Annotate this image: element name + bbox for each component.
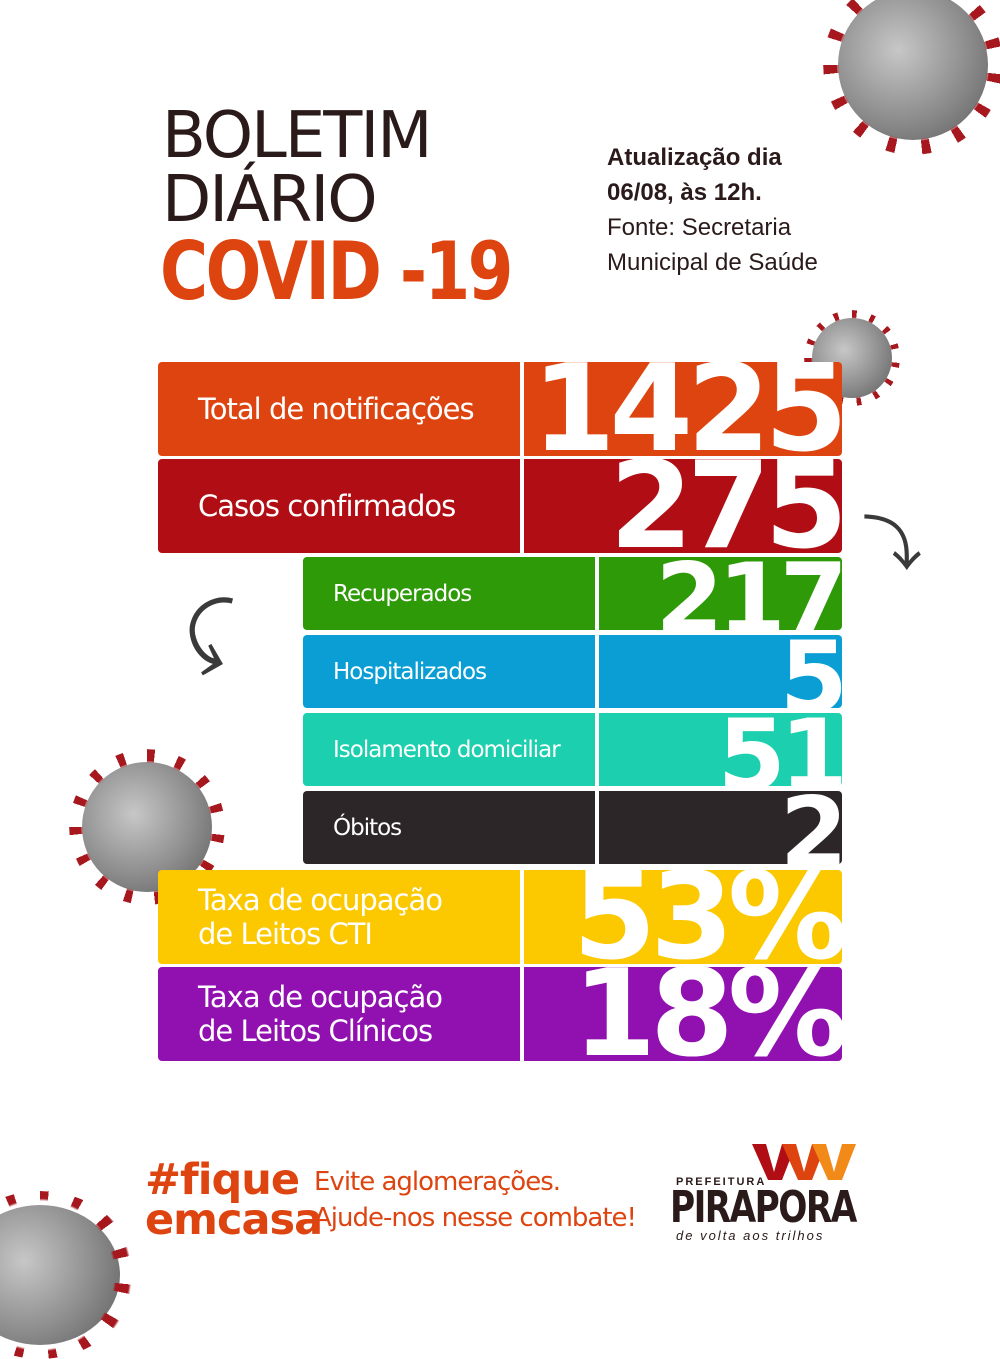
stat-label-line1: Taxa de ocupação	[198, 980, 443, 1014]
pirapora-logo: PREFEITURA PIRAPORA de volta aos trilhos	[670, 1140, 870, 1250]
source-value: Municipal de Saúde	[607, 249, 818, 276]
hashtag-line1: #fique	[145, 1155, 300, 1205]
stat-label: Recuperados	[303, 557, 595, 630]
stat-label-line2: de Leitos Clínicos	[198, 1014, 433, 1048]
stat-row-home-isolation: Isolamento domiciliar 51	[303, 713, 842, 786]
stat-row-recovered: Recuperados 217	[303, 557, 842, 630]
stat-value: 217	[655, 557, 842, 630]
update-info: Atualização dia 06/08, às 12h. Fonte: Se…	[607, 140, 877, 280]
stat-value: 1425	[532, 362, 842, 456]
virus-icon	[0, 1205, 120, 1345]
curved-arrow-icon: ⤹	[173, 578, 245, 681]
stat-row-deaths: Óbitos 2	[303, 791, 842, 864]
logo-name: PIRAPORA	[670, 1182, 857, 1233]
stat-value: 51	[717, 713, 842, 786]
title-line-3: COVID -19	[160, 225, 513, 318]
hashtag-line2: emcasa	[145, 1195, 323, 1245]
stat-value: 53%	[572, 870, 842, 964]
virus-icon	[838, 0, 988, 140]
hashtag: #fique emcasa	[145, 1155, 323, 1245]
slogan-line1: Evite aglomerações.	[314, 1167, 561, 1197]
title-line-2: DIÁRIO	[162, 163, 378, 237]
stat-label-line2: de Leitos CTI	[198, 917, 373, 951]
slogan-line2: Ajude-nos nesse combate!	[314, 1203, 637, 1233]
stat-row-clinical-occupancy: Taxa de ocupação de Leitos Clínicos 18%	[158, 967, 842, 1061]
update-date-label: Atualização dia	[607, 144, 782, 171]
curved-arrow-icon: ⤵	[862, 510, 922, 580]
stat-row-confirmed: Casos confirmados 275	[158, 459, 842, 553]
slogan: Evite aglomerações. Ajude-nos nesse comb…	[314, 1164, 637, 1236]
logo-prefix: PREFEITURA	[676, 1176, 767, 1188]
stat-value: 5	[779, 635, 842, 708]
stat-label: Casos confirmados	[158, 459, 520, 553]
stat-row-notifications: Total de notificações 1425	[158, 362, 842, 456]
stat-label: Óbitos	[303, 791, 595, 864]
stat-value: 275	[609, 459, 843, 553]
stat-label-line1: Taxa de ocupação	[198, 883, 443, 917]
update-date-value: 06/08, às 12h.	[607, 179, 762, 206]
stat-label: Total de notificações	[158, 362, 520, 456]
stat-value: 18%	[572, 967, 842, 1061]
stat-value: 2	[779, 791, 842, 864]
logo-tagline: de volta aos trilhos	[676, 1228, 825, 1243]
source-label: Fonte: Secretaria	[607, 214, 792, 241]
stat-row-icu-occupancy: Taxa de ocupação de Leitos CTI 53%	[158, 870, 842, 964]
stat-label: Hospitalizados	[303, 635, 595, 708]
stat-label: Isolamento domiciliar	[303, 713, 595, 786]
title-line-1: BOLETIM	[162, 99, 432, 173]
logo-mark-icon	[752, 1144, 856, 1180]
stat-row-hospitalized: Hospitalizados 5	[303, 635, 842, 708]
